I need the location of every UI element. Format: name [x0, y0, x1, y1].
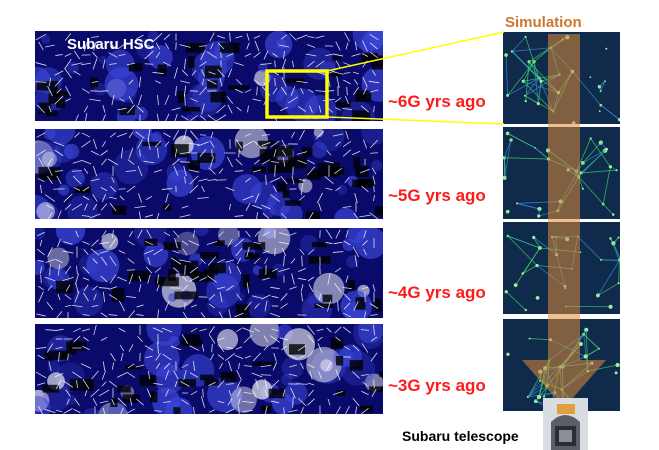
simulation-3-graphic: [504, 234, 620, 312]
epoch-label-2: ~5G yrs ago: [388, 186, 486, 205]
epoch-label-1: ~6G yrs ago: [388, 92, 486, 111]
shear-map-panel-2: [35, 129, 383, 219]
survey-label: Subaru HSC: [67, 36, 155, 53]
simulation-2-graphic: [503, 131, 618, 218]
simulation-panel-3: [503, 222, 620, 314]
shear-map-panel-3: [35, 228, 383, 318]
simulation-1-graphic: [504, 35, 620, 124]
shear-map-4-graphic: [35, 324, 383, 414]
simulation-panel-2: [503, 127, 620, 219]
shear-map-panel-4: [35, 324, 383, 414]
telescope-icon: [543, 398, 588, 450]
epoch-label-3: ~4G yrs ago: [388, 283, 486, 302]
epoch-label-4: ~3G yrs ago: [388, 376, 486, 395]
simulation-title: Simulation: [505, 14, 582, 31]
telescope-label: Subaru telescope: [402, 428, 519, 444]
shear-map-2-graphic: [35, 129, 383, 219]
shear-map-3-graphic: [35, 228, 383, 318]
simulation-panel-1: [503, 32, 620, 124]
